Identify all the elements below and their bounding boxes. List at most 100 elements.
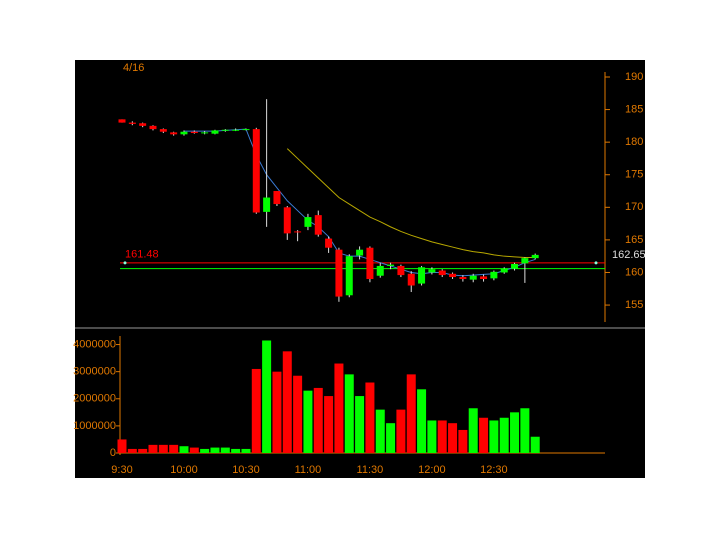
volume-bar (375, 409, 385, 453)
volume-bar (148, 444, 158, 453)
x-tick-label: 10:30 (232, 464, 260, 476)
volume-bar (303, 390, 313, 453)
y-tick-label: 190 (625, 71, 643, 83)
candle-body (139, 123, 147, 126)
volume-bar (313, 387, 323, 453)
candle-body (511, 264, 519, 269)
candle-body (170, 132, 178, 135)
candle-body (325, 238, 333, 248)
candle-body (469, 275, 477, 280)
x-tick-label: 12:00 (418, 464, 446, 476)
x-tick-label: 11:00 (295, 464, 322, 476)
candle-body (190, 131, 198, 134)
candle-body (500, 268, 508, 273)
y-tick-label: 160 (625, 266, 643, 278)
candle-body (366, 247, 374, 279)
volume-bar (220, 447, 230, 453)
volume-bar (386, 423, 396, 453)
volume-bar (251, 368, 261, 453)
volume-bar (117, 439, 127, 453)
volume-bar (189, 447, 199, 453)
candle-body (211, 130, 219, 134)
volume-bar (396, 409, 406, 453)
candle-body (201, 132, 209, 134)
candle-body (283, 207, 291, 234)
candle-body (149, 125, 157, 130)
volume-bar (468, 408, 478, 453)
candle-body (294, 231, 302, 233)
candle-body (180, 131, 188, 135)
volume-bar (241, 448, 251, 453)
y-tick-label: 175 (625, 169, 643, 181)
y-tick-label: 165 (625, 234, 643, 246)
level-label: 161.48 (125, 249, 159, 261)
candle-body (438, 270, 446, 276)
volume-bar (138, 448, 148, 453)
candle-body (345, 256, 353, 296)
candle-body (314, 215, 322, 235)
volume-bar (324, 396, 334, 453)
y-tick-label: 2000000 (73, 393, 116, 405)
volume-bar (344, 374, 354, 453)
volume-bar (262, 340, 272, 453)
candle-body (242, 129, 250, 131)
volume-bar (127, 448, 137, 453)
candle-body (273, 191, 281, 205)
y-tick-label: 3000000 (73, 366, 116, 378)
volume-bar (231, 448, 241, 453)
volume-bar (530, 436, 540, 453)
volume-bar (158, 444, 168, 453)
candle-body (459, 277, 467, 279)
candle-body (531, 254, 539, 259)
candle-body (418, 267, 426, 284)
y-tick-label: 1000000 (73, 420, 116, 432)
y-tick-label: 185 (625, 103, 643, 115)
candle-body (252, 129, 260, 213)
volume-bar (179, 446, 189, 453)
candle-body (428, 269, 436, 273)
level-dot (123, 261, 127, 265)
candle-body (480, 276, 488, 279)
candle-body (490, 271, 498, 279)
y-tick-label: 155 (625, 299, 643, 311)
date-label: 4/16 (123, 62, 144, 74)
volume-bar (272, 371, 282, 453)
y-tick-label: 170 (625, 201, 643, 213)
volume-bar (427, 420, 437, 453)
candle-body (397, 265, 405, 276)
candle-body (376, 265, 384, 276)
x-tick-label: 12:30 (480, 464, 508, 476)
volume-bar (437, 420, 447, 453)
volume-bar (520, 408, 530, 453)
x-tick-label: 9:30 (111, 464, 132, 476)
volume-bar (293, 375, 303, 453)
volume-bar (499, 417, 509, 453)
volume-bar (406, 374, 416, 453)
volume-bar (365, 382, 375, 453)
candle-body (304, 217, 312, 227)
volume-bar (355, 396, 365, 453)
volume-bar (210, 447, 220, 453)
candle-body (407, 273, 415, 286)
volume-bar (169, 444, 179, 453)
candle-body (387, 264, 395, 266)
candle-body (356, 249, 364, 256)
y-tick-label: 0 (110, 447, 116, 459)
x-tick-label: 10:00 (170, 464, 198, 476)
candle-body (232, 129, 240, 131)
x-tick-label: 11:30 (357, 464, 384, 476)
volume-bar (479, 417, 489, 453)
candle-body (128, 122, 136, 124)
y-tick-label: 180 (625, 136, 643, 148)
candle-body (221, 129, 229, 131)
volume-bar (417, 389, 427, 453)
candle-body (118, 119, 126, 123)
volume-bar (200, 448, 210, 453)
moving-average (286, 148, 536, 258)
level-dot (594, 261, 598, 265)
candle-body (335, 249, 343, 297)
candle-body (521, 258, 529, 264)
candle-body (159, 129, 167, 132)
